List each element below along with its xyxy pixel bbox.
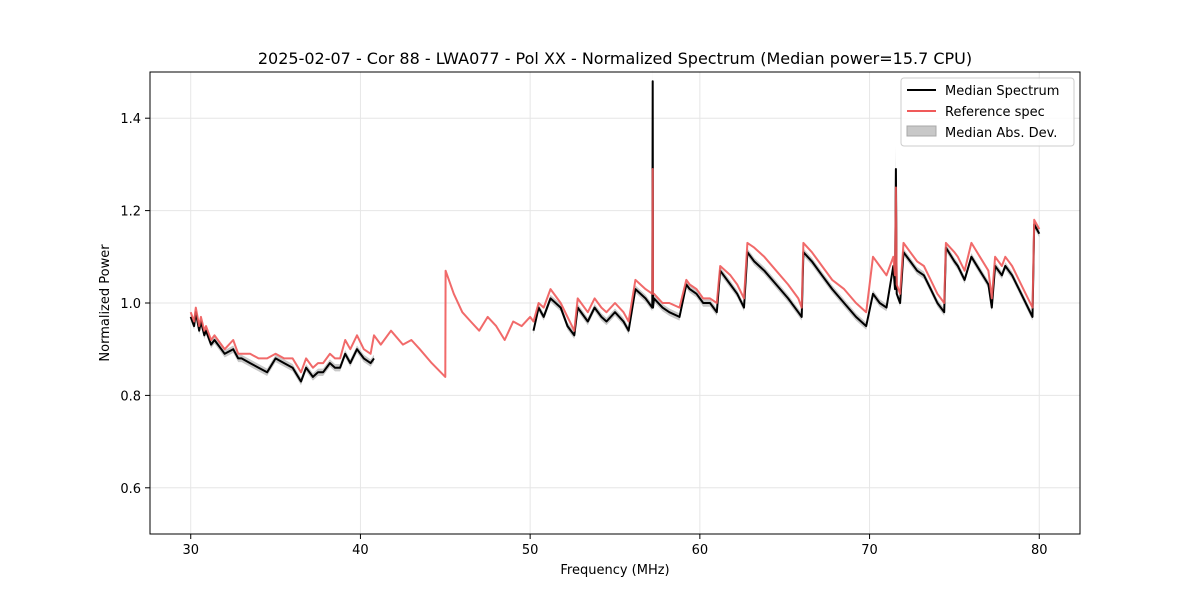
x-tick-label: 30 bbox=[182, 543, 199, 558]
legend-reference-label: Reference spec bbox=[945, 105, 1045, 120]
median-spectrum-line bbox=[189, 311, 375, 383]
x-tick-label: 60 bbox=[692, 543, 709, 558]
axis-ticks: 30 40 50 60 70 80 0.6 0.8 1.0 1.2 1.4 bbox=[120, 112, 1047, 558]
y-tick-label: 1.4 bbox=[120, 112, 141, 127]
x-tick-label: 80 bbox=[1031, 543, 1048, 558]
y-tick-label: 0.8 bbox=[120, 389, 141, 404]
median-spectrum-line bbox=[532, 80, 1041, 337]
y-tick-label: 1.2 bbox=[120, 205, 141, 220]
reference-spectrum-line bbox=[189, 168, 1041, 378]
x-tick-label: 70 bbox=[861, 543, 878, 558]
legend-box bbox=[900, 77, 1075, 147]
plot-area bbox=[189, 58, 1041, 386]
x-tick-label: 40 bbox=[352, 543, 369, 558]
legend-mad-swatch bbox=[906, 125, 937, 137]
legend-median-label: Median Spectrum bbox=[945, 84, 1059, 99]
x-axis-label: Frequency (MHz) bbox=[560, 563, 669, 578]
y-tick-label: 1.0 bbox=[120, 297, 141, 312]
legend: Median Spectrum Reference spec Median Ab… bbox=[900, 77, 1075, 147]
y-tick-label: 0.6 bbox=[120, 482, 141, 497]
chart-title: 2025-02-07 - Cor 88 - LWA077 - Pol XX - … bbox=[258, 49, 972, 68]
y-axis-label: Normalized Power bbox=[98, 244, 113, 362]
x-tick-label: 50 bbox=[522, 543, 539, 558]
legend-mad-label: Median Abs. Dev. bbox=[945, 126, 1057, 141]
